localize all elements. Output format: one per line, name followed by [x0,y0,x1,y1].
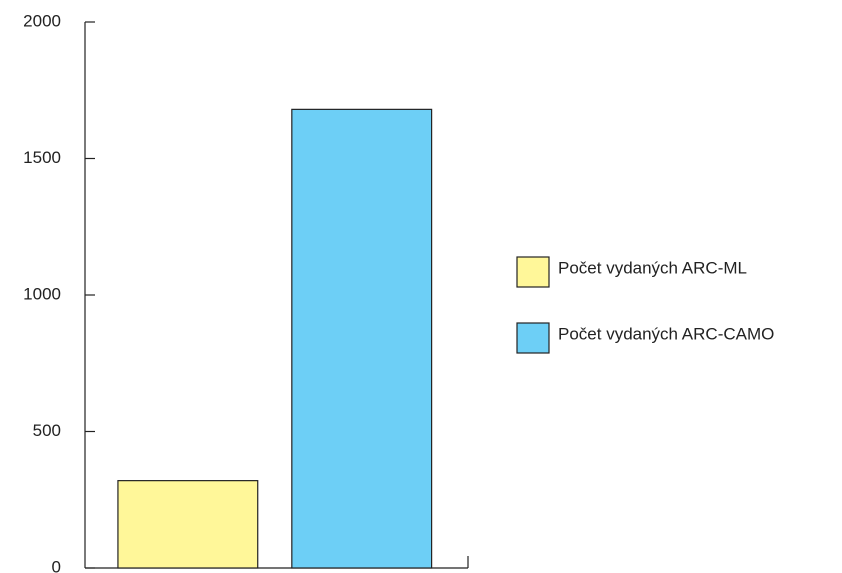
bar [117,480,259,569]
legend-label: Počet vydaných ARC-CAMO [558,324,774,343]
legend-swatch [516,322,550,354]
legend-label: Počet vydaných ARC-ML [558,258,747,277]
legend-swatch [516,256,550,288]
bar [291,108,433,569]
y-tick-label: 0 [52,557,61,573]
y-tick-label: 2000 [23,11,61,30]
y-tick-label: 1000 [23,284,61,303]
y-tick-label: 500 [33,421,61,440]
y-tick-label: 1500 [23,148,61,167]
